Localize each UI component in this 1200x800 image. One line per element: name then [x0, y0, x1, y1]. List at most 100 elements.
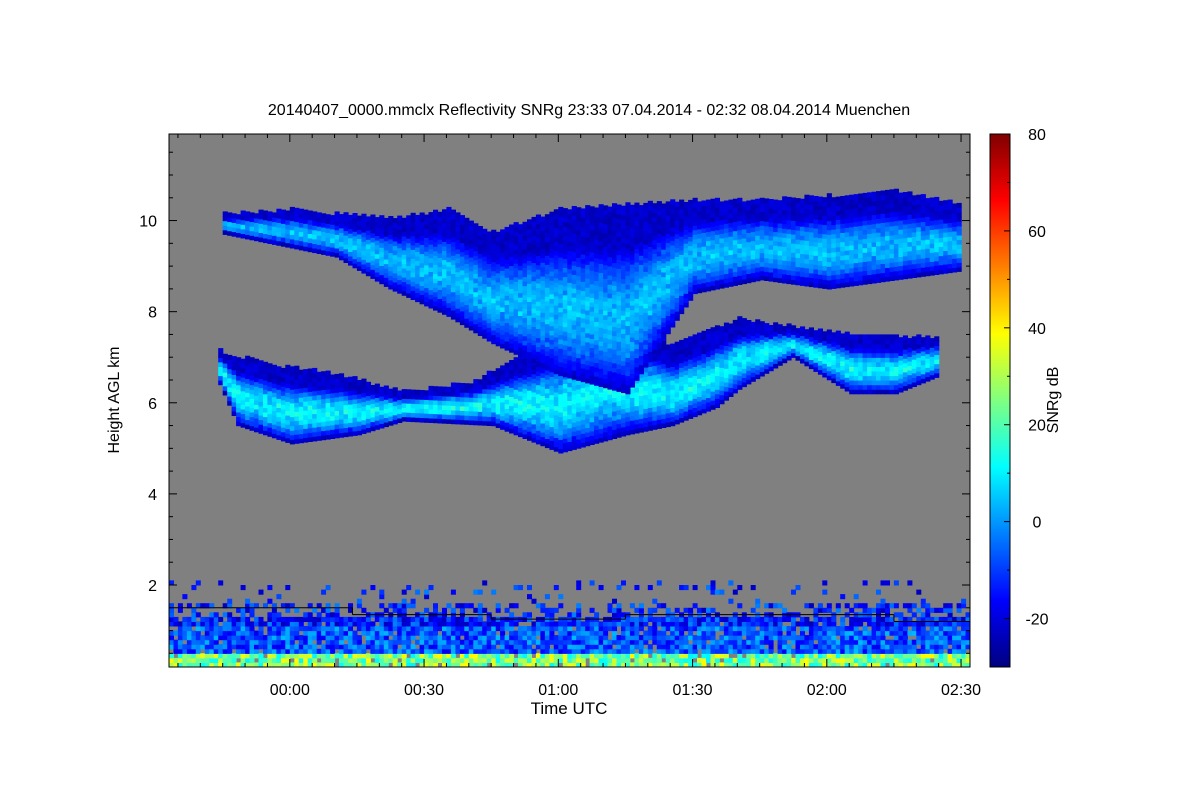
- heat-cell: [321, 394, 327, 400]
- heat-cell: [473, 420, 479, 426]
- heat-cell: [567, 309, 573, 315]
- heat-cell: [643, 266, 649, 272]
- heat-cell: [697, 233, 703, 239]
- heat-cell: [544, 379, 550, 385]
- heat-cell: [589, 233, 595, 239]
- heat-cell: [504, 245, 510, 251]
- heat-cell: [612, 420, 618, 426]
- heat-cell: [527, 301, 533, 307]
- heat-cell: [723, 237, 729, 243]
- heat-cell: [343, 230, 349, 236]
- heat-cell: [285, 237, 291, 244]
- heat-cell: [697, 332, 703, 338]
- heat-cell: [621, 242, 627, 248]
- heat-cell: [692, 238, 698, 244]
- heat-cell: [468, 270, 474, 276]
- heat-cell: [280, 413, 286, 419]
- heat-cell: [383, 236, 389, 242]
- heat-cell: [271, 212, 277, 218]
- heat-cell: [567, 373, 573, 379]
- heat-cell: [625, 357, 631, 363]
- heat-cell: [298, 401, 304, 407]
- heat-cell: [267, 422, 273, 428]
- heat-cell: [522, 262, 528, 268]
- heat-cell: [401, 231, 407, 237]
- heat-cell: [482, 292, 488, 298]
- heat-cell: [459, 228, 465, 234]
- heat-cell: [307, 409, 313, 415]
- heat-cell: [898, 382, 904, 388]
- heat-cell: [929, 370, 935, 376]
- heat-cell: [254, 372, 260, 378]
- heat-cell: [468, 298, 474, 304]
- heat-cell: [621, 324, 627, 330]
- heat-cell: [701, 268, 707, 274]
- heat-cell: [348, 399, 354, 405]
- heat-cell: [750, 277, 756, 283]
- heat-cell: [562, 258, 568, 264]
- heat-cell: [674, 283, 680, 289]
- heat-cell: [486, 245, 492, 251]
- heat-cell: [594, 335, 600, 341]
- heat-cell: [325, 397, 331, 404]
- heat-cell: [679, 286, 685, 292]
- heat-cell: [737, 257, 743, 263]
- heat-cell: [307, 219, 313, 225]
- heat-cell: [392, 277, 398, 283]
- heat-cell: [714, 279, 720, 285]
- heat-cell: [406, 283, 412, 289]
- heat-cell: [585, 350, 591, 356]
- heat-cell: [218, 380, 224, 386]
- heat-cell: [558, 434, 564, 440]
- heat-cell: [450, 287, 456, 293]
- heat-cell: [544, 401, 550, 408]
- heat-cell: [822, 335, 828, 341]
- heat-cell: [665, 371, 671, 377]
- heat-cell: [540, 335, 546, 341]
- heat-cell: [321, 375, 327, 381]
- heat-cell: [361, 263, 367, 269]
- heat-cell: [665, 390, 671, 396]
- heat-cell: [482, 256, 488, 262]
- heat-cell: [334, 220, 340, 226]
- heat-cell: [580, 424, 586, 430]
- heat-cell: [544, 355, 550, 361]
- heat-cell: [692, 375, 698, 381]
- heat-cell: [674, 219, 680, 226]
- heat-cell: [576, 388, 582, 394]
- heat-cell: [732, 324, 738, 330]
- heat-cell: [280, 223, 286, 229]
- heat-cell: [728, 346, 734, 352]
- heat-cell: [504, 318, 510, 324]
- heat-cell: [589, 439, 595, 445]
- heat-cell: [540, 266, 546, 272]
- heat-cell: [576, 257, 582, 263]
- heat-cell: [723, 336, 729, 342]
- heat-cell: [459, 274, 465, 280]
- heat-cell: [509, 301, 515, 308]
- heat-cell: [647, 310, 653, 316]
- heat-cell: [437, 275, 443, 281]
- heat-cell: [473, 232, 479, 238]
- heat-cell: [598, 308, 604, 315]
- heat-cell: [271, 373, 277, 380]
- heat-cell: [728, 378, 734, 384]
- heat-cell: [616, 428, 622, 434]
- heat-cell: [844, 336, 850, 342]
- heat-cell: [849, 352, 855, 358]
- heat-cell: [567, 327, 573, 333]
- heat-cell: [450, 396, 456, 402]
- heat-cell: [473, 287, 479, 293]
- heat-cell: [683, 288, 689, 294]
- heat-cell: [665, 260, 671, 266]
- heat-cell: [858, 380, 864, 386]
- heat-cell: [706, 379, 712, 385]
- heat-cell: [361, 424, 367, 430]
- heat-cell: [567, 386, 573, 392]
- heat-cell: [598, 387, 604, 393]
- heat-cell: [638, 268, 644, 274]
- heat-cell: [549, 339, 555, 345]
- heat-cell: [844, 349, 850, 356]
- heat-cell: [612, 433, 618, 439]
- heat-cell: [558, 261, 564, 267]
